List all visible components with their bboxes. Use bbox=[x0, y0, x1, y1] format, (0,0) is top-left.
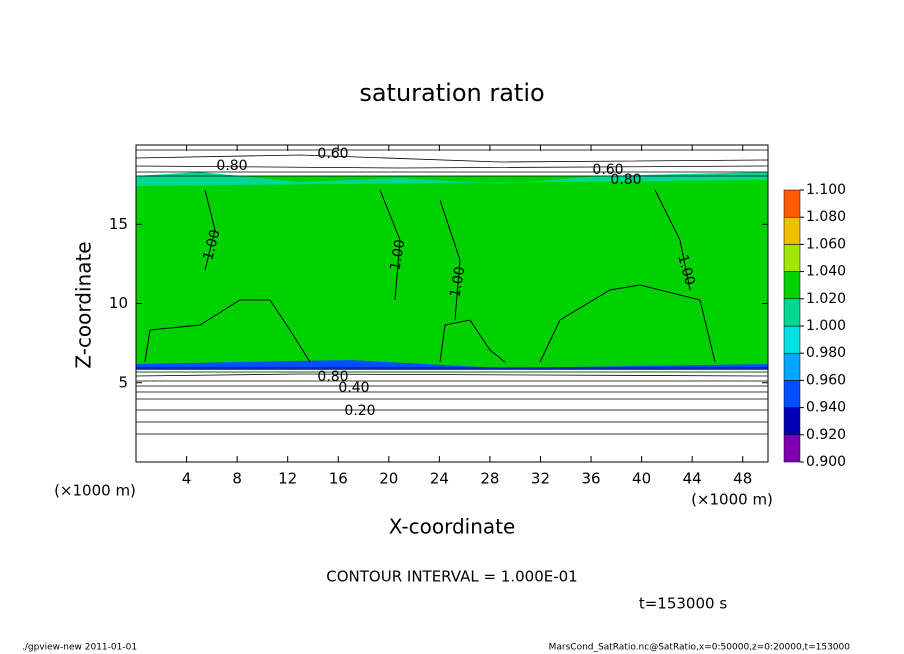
contour-label: 1.00 bbox=[447, 265, 468, 298]
colorbar-label: 1.100 bbox=[806, 182, 846, 198]
x-tick-label: 36 bbox=[581, 470, 600, 488]
x-tick-label: 4 bbox=[182, 470, 192, 488]
field-fill bbox=[136, 176, 768, 368]
colorbar-label: 0.960 bbox=[806, 372, 846, 388]
colorbar-cell bbox=[783, 407, 801, 436]
field bbox=[135, 144, 769, 463]
footer-right: MarsCond_SatRatio.nc@SatRatio,x=0:50000,… bbox=[549, 643, 851, 653]
colorbar-label: 0.900 bbox=[806, 454, 846, 470]
colorbar-label: 1.020 bbox=[806, 291, 846, 307]
colorbar-cell bbox=[783, 298, 801, 327]
x-tick-label: 48 bbox=[733, 470, 752, 488]
chart-title: saturation ratio bbox=[359, 79, 544, 107]
x-tick-label: 24 bbox=[430, 470, 449, 488]
x-tick-label: 8 bbox=[232, 470, 242, 488]
field-band bbox=[136, 360, 768, 370]
x-axis-label: X-coordinate bbox=[389, 515, 516, 539]
contour-label: 1.00 bbox=[674, 253, 698, 287]
contour-label: 1.00 bbox=[387, 238, 408, 271]
y-unit-label: (×1000 m) bbox=[54, 482, 136, 500]
colorbar-label: 1.040 bbox=[806, 264, 846, 280]
colorbar-label: 1.080 bbox=[806, 209, 846, 225]
x-tick-label: 40 bbox=[632, 470, 651, 488]
field-band bbox=[136, 172, 768, 186]
x-tick-label: 16 bbox=[329, 470, 348, 488]
colorbar-cell bbox=[783, 189, 801, 218]
time-label: t=153000 s bbox=[639, 595, 727, 613]
colorbar-cell bbox=[783, 352, 801, 381]
colorbar-cell bbox=[783, 216, 801, 245]
contour-line bbox=[144, 284, 716, 363]
contour-label: 1.00 bbox=[200, 228, 224, 262]
contour-label: 0.20 bbox=[344, 403, 375, 419]
x-unit-label: (×1000 m) bbox=[691, 491, 773, 509]
colorbar-cell bbox=[783, 325, 801, 354]
contour-label: 0.80 bbox=[317, 369, 348, 385]
contour-label: 0.60 bbox=[592, 162, 623, 178]
x-tick-label: 20 bbox=[379, 470, 398, 488]
contour-line bbox=[135, 149, 769, 177]
colorbar-cell bbox=[783, 434, 801, 463]
colorbar-label: 1.060 bbox=[806, 236, 846, 252]
contour-label: 0.80 bbox=[610, 172, 641, 188]
y-axis-label: Z-coordinate bbox=[72, 241, 96, 368]
contour-label: 0.40 bbox=[338, 380, 369, 396]
colorbar-label: 0.980 bbox=[806, 345, 846, 361]
contour-line bbox=[135, 367, 769, 435]
colorbar-label: 0.940 bbox=[806, 400, 846, 416]
x-tick-label: 12 bbox=[278, 470, 297, 488]
y-tick-label: 5 bbox=[118, 373, 128, 391]
colorbar-label: 0.920 bbox=[806, 427, 846, 443]
y-tick-label: 10 bbox=[109, 294, 128, 312]
contour-interval: CONTOUR INTERVAL = 1.000E-01 bbox=[326, 568, 577, 586]
contour-line bbox=[204, 189, 691, 321]
colorbar-cell bbox=[783, 271, 801, 300]
footer-left: ./gpview-new 2011-01-01 bbox=[22, 643, 137, 653]
colorbar-cell bbox=[783, 244, 801, 272]
colorbar-cell bbox=[783, 380, 801, 408]
contour-label: 0.60 bbox=[317, 146, 348, 162]
y-tick-label: 15 bbox=[109, 215, 128, 233]
x-tick-label: 28 bbox=[480, 470, 499, 488]
x-tick-label: 32 bbox=[531, 470, 550, 488]
x-tick-label: 44 bbox=[683, 470, 702, 488]
contour-label: 0.80 bbox=[216, 158, 247, 174]
colorbar-label: 1.000 bbox=[806, 318, 846, 334]
